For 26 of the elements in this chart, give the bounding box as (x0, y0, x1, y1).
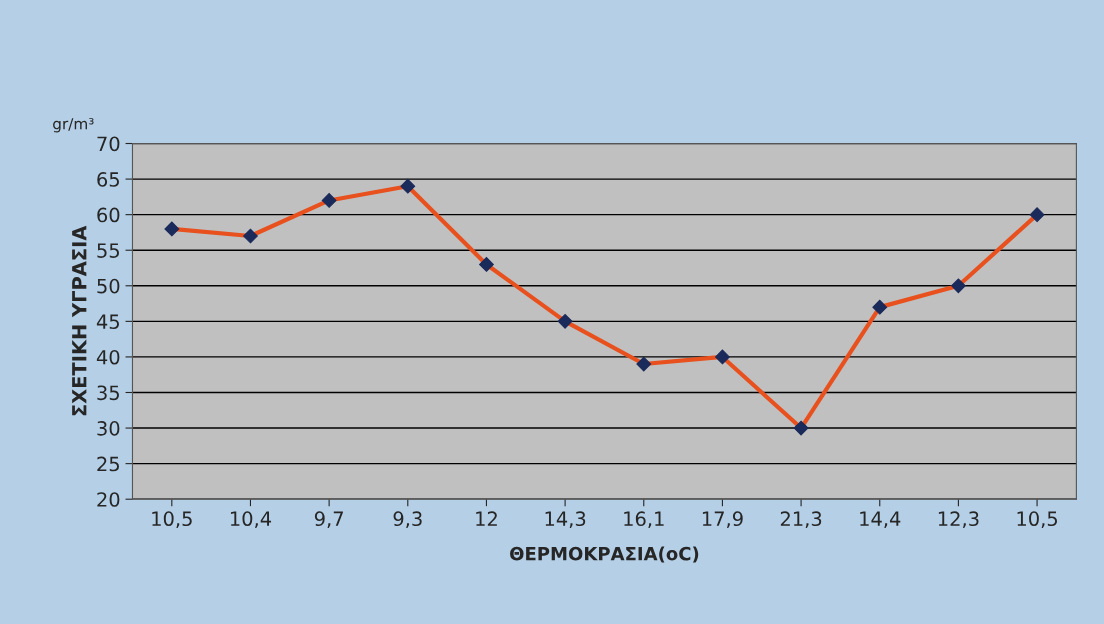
y-tick-label: 20 (97, 492, 120, 507)
y-tick-label: 70 (97, 136, 120, 152)
x-axis-title: ΘΕΡΜΟΚΡΑΣΙΑ(oC) (510, 546, 699, 563)
y-tick-label: 55 (97, 243, 119, 258)
y-tick-label: 45 (96, 314, 119, 330)
x-tick-label: 9,7 (314, 511, 343, 529)
y-axis-title: ΣΧΕΤΙΚΗ ΥΓΡΑΣΙΑ (72, 225, 87, 416)
y-tick-label: 30 (97, 421, 120, 436)
x-tick-label: 14,4 (860, 511, 901, 529)
x-tick-label: 9,3 (393, 511, 422, 529)
x-tick-label: 14,3 (545, 511, 586, 529)
y-tick-label: 65 (97, 172, 119, 187)
x-tick-label: 12 (476, 511, 497, 526)
x-tick-label: 21,3 (780, 511, 822, 529)
x-tick-label: 17,9 (702, 511, 743, 529)
x-tick-label: 12,3 (938, 511, 979, 529)
y-tick-label: 50 (97, 278, 120, 294)
x-tick-label: 10,4 (230, 511, 272, 529)
x-tick-label: 16,1 (624, 511, 664, 529)
y-tick-label: 60 (97, 207, 120, 223)
text: gr/m³ (53, 117, 94, 133)
x-tick-label: 10,5 (152, 511, 192, 529)
y-tick-label: 35 (97, 385, 119, 401)
y-tick-label: 25 (97, 456, 119, 472)
y-tick-label: 40 (96, 349, 120, 365)
x-tick-label: 10,5 (1017, 511, 1058, 529)
